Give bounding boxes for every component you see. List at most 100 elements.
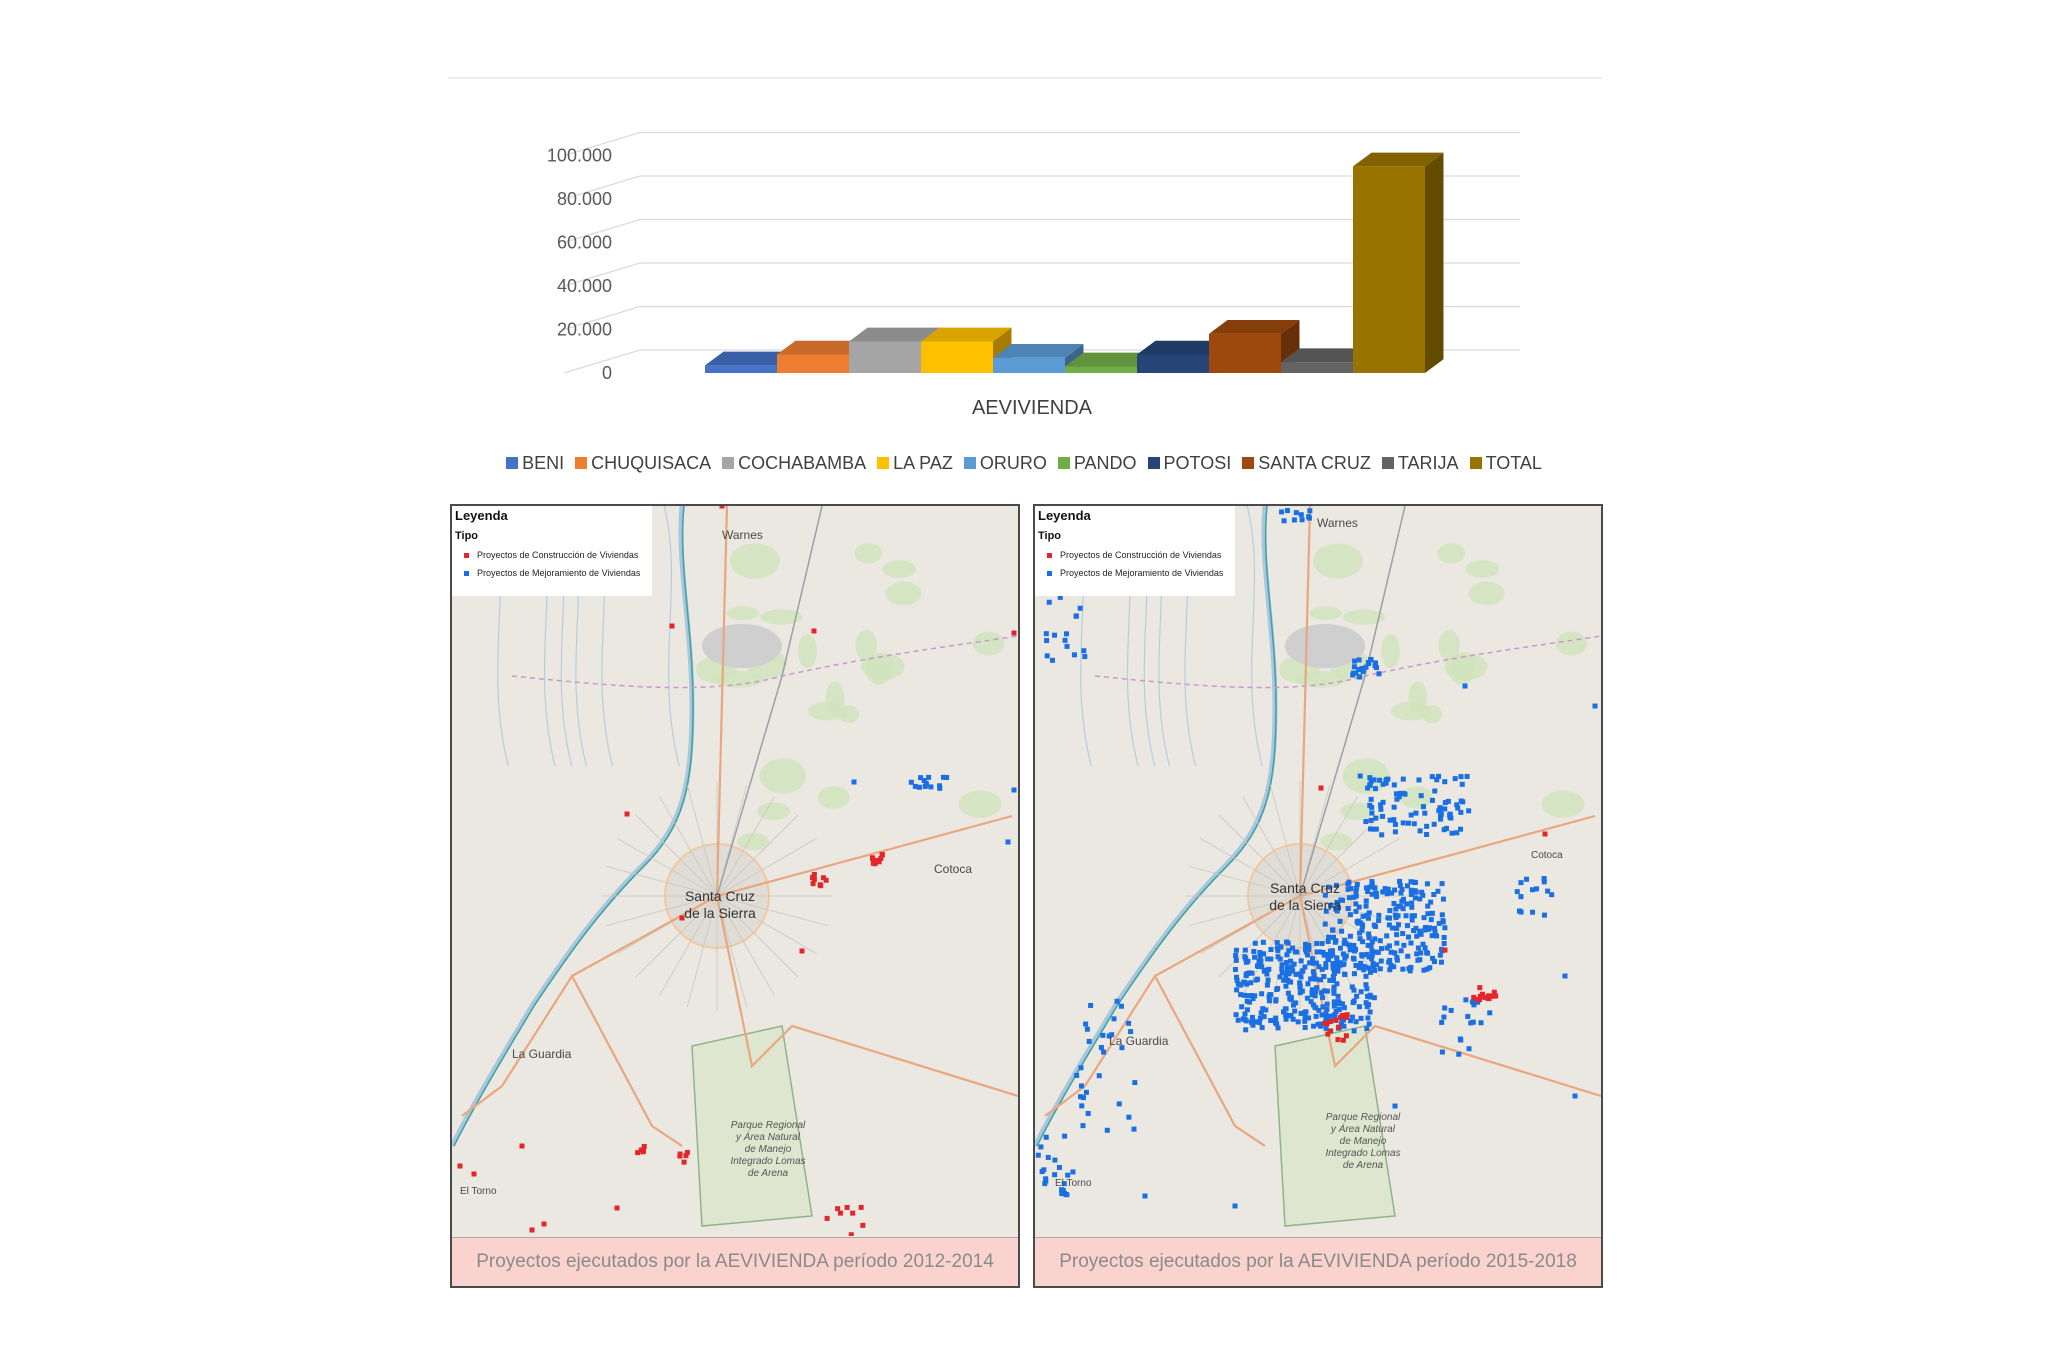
improvement-project-marker [1290,1016,1296,1022]
legend-label: TOTAL [1485,452,1542,473]
improvement-project-marker [1313,960,1319,966]
city-street [1269,784,1301,897]
vegetation-patch [854,542,883,564]
improvement-project-marker [1448,1007,1454,1013]
legend-label: ORURO [979,452,1047,473]
improvement-project-marker [1370,961,1376,967]
construction-project-marker [824,1215,830,1221]
improvement-project-marker [1319,1012,1325,1018]
vegetation-patch [861,652,905,681]
improvement-project-marker [1293,971,1299,977]
improvement-project-marker [1303,941,1309,947]
construction-project-marker [848,1232,854,1236]
improvement-project-marker [1306,515,1312,521]
map-title: Proyectos ejecutados por la AEVIVIENDA p… [1035,1237,1601,1286]
improvement-project-marker [1369,953,1375,959]
stream [663,506,680,767]
improvement-project-marker [1096,1073,1102,1079]
improvement-project-marker [1131,1126,1137,1132]
improvement-project-marker [1374,962,1380,968]
city-street [716,895,799,978]
improvement-project-marker [1297,980,1303,986]
construction-project-marker [677,1151,683,1157]
improvement-project-marker [1132,1080,1138,1086]
improvement-project-marker [1118,1003,1124,1009]
improvement-project-marker [1368,778,1374,784]
improvement-project-marker [1458,809,1464,815]
construction-project-marker [878,855,884,861]
improvement-project-marker [1100,1032,1106,1038]
improvement-project-marker [1334,981,1340,987]
improvement-project-marker [1524,876,1530,882]
improvement-project-marker [1437,813,1443,819]
improvement-project-marker [1119,1045,1125,1051]
improvement-project-marker [1284,952,1290,958]
improvement-project-marker [1302,946,1308,952]
construction-project-marker [541,1221,547,1227]
improvement-project-marker [1409,900,1415,906]
improvement-project-marker [1397,790,1403,796]
improvement-project-marker [1375,949,1381,955]
construction-marker-icon [464,552,469,558]
improvement-project-marker [1283,1016,1289,1022]
improvement-project-marker [1322,892,1328,898]
improvement-project-marker [1351,987,1357,993]
improvement-project-marker [1321,988,1327,994]
improvement-project-marker [1385,886,1391,892]
improvement-project-marker [1356,667,1362,673]
improvement-project-marker [1327,977,1333,983]
improvement-project-marker [1281,518,1287,524]
improvement-project-marker [1284,508,1290,514]
improvement-project-marker [1330,960,1336,966]
improvement-project-marker [1431,959,1437,965]
improvement-project-marker [1391,782,1397,788]
improvement-project-marker [1316,964,1322,970]
improvement-project-marker [1363,903,1369,909]
construction-project-marker [614,1205,620,1211]
vegetation-patch [1437,542,1466,564]
improvement-project-marker [1478,1020,1484,1026]
improvement-project-marker [1279,962,1285,968]
improvement-project-marker [1317,949,1323,955]
improvement-project-marker [1324,1001,1330,1007]
place-park: Parque Regional y Área Natural de Manejo… [1325,1112,1401,1171]
main-road [461,895,718,1117]
improvement-project-marker [1341,940,1347,946]
improvement-project-marker [1114,998,1120,1004]
improvement-project-marker [1439,946,1445,952]
improvement-project-marker [1386,922,1392,928]
legend-swatch [722,457,735,469]
improvement-project-marker [1441,940,1447,946]
improvement-project-marker [1241,992,1247,998]
improvement-project-marker [1353,946,1359,952]
construction-project-marker [1542,831,1548,837]
improvement-project-marker [1378,806,1384,812]
construction-project-marker [858,1204,864,1210]
improvement-project-marker [1295,1019,1301,1025]
improvement-project-marker [1332,1012,1338,1018]
city-street [1299,814,1382,897]
improvement-project-marker [1368,796,1374,802]
improvement-project-marker [1387,957,1393,963]
improvement-project-marker [1442,1005,1448,1011]
improvement-project-marker [1261,951,1267,957]
improvement-project-marker [1405,953,1411,959]
improvement-project-marker [1454,802,1460,808]
airport-area [1285,624,1365,668]
construction-marker-icon [1047,552,1052,558]
improvement-project-marker [1400,931,1406,937]
construction-project-marker [817,882,823,888]
improvement-project-marker [1333,938,1339,944]
improvement-project-marker [1353,1019,1359,1025]
bar-top [1353,152,1444,167]
improvement-project-marker [1318,977,1324,983]
improvement-project-marker [1297,990,1303,996]
improvement-project-marker [1378,802,1384,808]
improvement-project-marker [1340,951,1346,957]
improvement-project-marker [1321,973,1327,979]
improvement-project-marker [1281,977,1287,983]
improvement-project-marker [1394,925,1400,931]
improvement-project-marker [1358,960,1364,966]
vegetation-patch [757,802,791,821]
improvement-project-marker [941,774,947,780]
